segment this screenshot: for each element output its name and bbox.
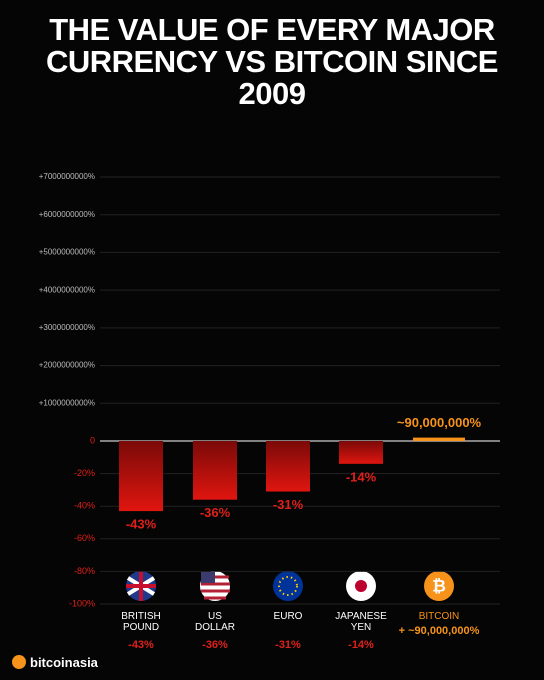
category-label: EURO: [273, 611, 303, 622]
flags: ₿: [12, 571, 454, 669]
y-tick-label: +7000000000%: [39, 172, 95, 181]
footer-value: -14%: [348, 639, 374, 651]
value-label: -43%: [126, 517, 157, 532]
bar: [266, 441, 310, 492]
category-label: US DOLLAR: [194, 611, 235, 633]
y-tick-label: +4000000000%: [39, 285, 95, 294]
chart-title: THE VALUE OF EVERY MAJOR CURRENCY VS BIT…: [46, 12, 499, 111]
value-label: -14%: [346, 469, 377, 484]
bar: [119, 441, 163, 512]
brand: bitcoinasia: [30, 655, 98, 670]
flag-us-canton: [201, 572, 215, 583]
bitcoin-logo-glyph: ₿: [432, 576, 446, 595]
value-label: ~90,000,000%: [397, 415, 482, 430]
flag-eu: [273, 571, 303, 601]
bar: [413, 437, 465, 441]
value-label: -36%: [200, 505, 231, 520]
category-label: BRITISH POUND: [121, 611, 161, 633]
category-label: JAPANESE YEN: [335, 611, 387, 633]
flag-eu-stars: [278, 576, 298, 596]
bar: [339, 441, 383, 464]
brand-logo: [12, 655, 26, 669]
flag-us-stripes: [201, 575, 230, 600]
footer-value: -36%: [202, 639, 228, 651]
flag-uk-cross: [126, 571, 156, 601]
y-tick-label: -20%: [74, 468, 95, 478]
footer-value: -31%: [275, 639, 301, 651]
y-tick-label: -60%: [74, 533, 95, 543]
y-tick-label: +5000000000%: [39, 248, 95, 257]
y-tick-label: 0: [90, 435, 95, 445]
y-tick-label: -100%: [69, 598, 95, 608]
flag-jp-sun: [355, 580, 367, 592]
y-tick-label: -40%: [74, 501, 95, 511]
footer-value: + ~90,000,000%: [398, 625, 480, 637]
value-label: -31%: [273, 497, 304, 512]
y-tick-label: +1000000000%: [39, 398, 95, 407]
y-tick-label: +6000000000%: [39, 210, 95, 219]
bitcoin-logo: [424, 571, 454, 601]
category-label: BITCOIN: [418, 611, 460, 622]
footer-value: -43%: [128, 639, 154, 651]
y-tick-label: +3000000000%: [39, 323, 95, 332]
y-tick-label: -80%: [74, 566, 95, 576]
y-tick-label: +2000000000%: [39, 361, 95, 370]
bar: [193, 441, 237, 500]
